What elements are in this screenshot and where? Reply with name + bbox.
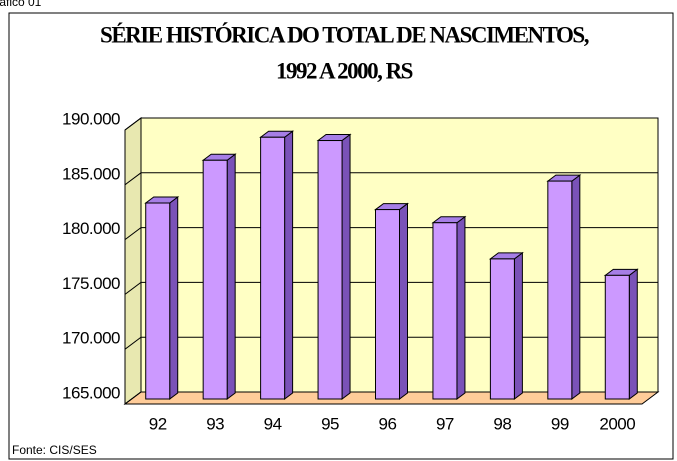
grid-line [124,281,658,295]
chart-border [8,12,674,460]
bar [317,140,343,400]
grid-line [124,227,658,241]
y-tick-label: 180.000 [62,219,120,238]
y-tick-label: 165.000 [62,383,120,402]
bar-side [284,130,294,400]
grid-line [124,117,658,131]
grid-line [124,336,658,350]
x-tick-label: 99 [551,414,569,433]
y-tick-label: 185.000 [62,164,120,183]
bar [145,202,171,400]
bar-side [628,268,638,400]
x-tick-label: 94 [264,414,282,433]
y-tick-label: 170.000 [62,329,120,348]
x-tick-label: 98 [493,414,511,433]
bar [202,159,228,400]
grid-line [124,172,658,186]
y-tick-label: 175.000 [62,274,120,293]
bar-side [456,215,466,400]
x-tick-label: 2000 [599,414,635,433]
x-tick-label: 97 [436,414,454,433]
chart-title: 1992 A 2000, RS [276,58,413,83]
y-tick-label: 190.000 [62,109,120,128]
caption: Gráfico 01 [0,0,42,9]
bar-side [341,133,351,400]
bar [604,274,630,400]
bar [432,222,458,400]
bar [375,209,400,400]
chart-title: SÉRIE HISTÓRICA DO TOTAL DE NASCIMENTOS, [100,21,589,47]
bar-side [399,202,408,400]
grid-line [124,391,658,405]
side-wall [124,117,142,405]
source-note: Fonte: CIS/SES [12,443,97,457]
bar [547,180,573,400]
x-tick-label: 95 [321,414,339,433]
bar [489,258,515,400]
x-tick-label: 96 [379,414,397,433]
bar-side [571,174,581,400]
bar-side [169,196,179,400]
bar-side [513,251,523,400]
bar-side [226,153,236,400]
x-tick-label: 92 [149,414,167,433]
bar [260,136,286,400]
x-tick-label: 93 [206,414,224,433]
